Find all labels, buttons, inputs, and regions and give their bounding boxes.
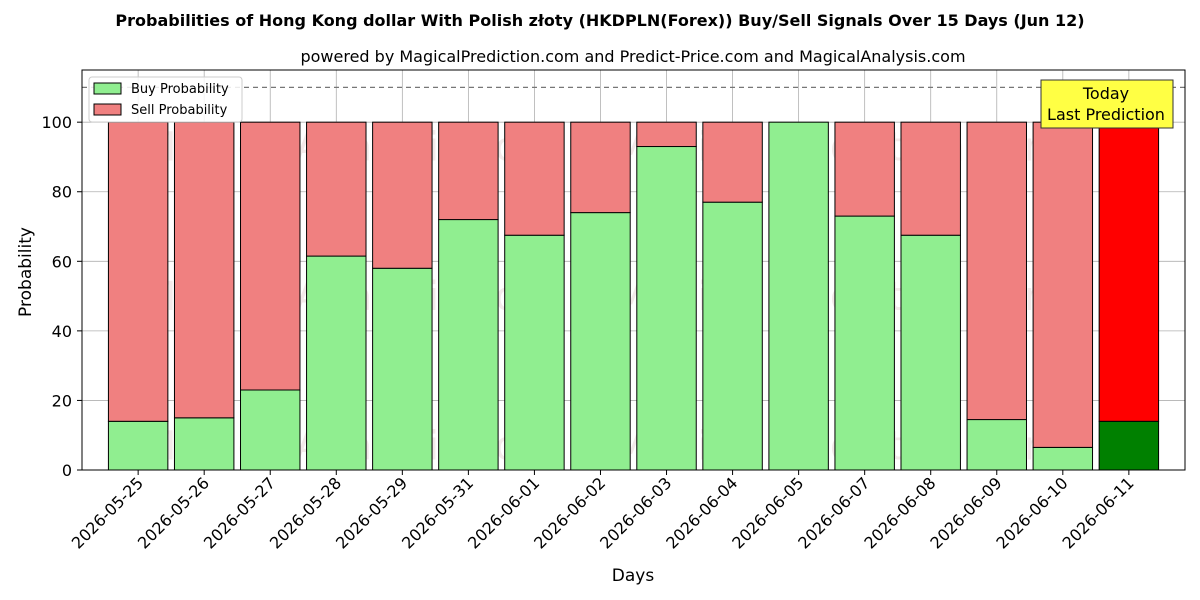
buy-bar — [1032, 446, 1094, 471]
legend-swatch-buy — [93, 82, 122, 95]
buy-bar — [438, 219, 499, 471]
sell-bar — [636, 121, 697, 148]
legend-label-sell: Sell Probability — [131, 103, 228, 118]
buy-bar — [834, 215, 895, 471]
annotation-text-today: Today — [1082, 84, 1129, 103]
today-annotation: Today Last Prediction — [1040, 79, 1174, 129]
buy-bar — [636, 146, 697, 471]
sell-bar — [306, 121, 367, 257]
y-tick-label: 80 — [52, 183, 72, 202]
sell-bar — [1032, 121, 1094, 448]
buy-bar — [107, 420, 169, 471]
legend-swatch-sell — [93, 103, 122, 116]
x-tick-label: 2026-06-11 — [1059, 473, 1138, 552]
x-axis-label: Days — [612, 566, 655, 586]
sell-bar — [570, 121, 631, 214]
y-tick-label: 20 — [52, 391, 72, 410]
buy-bar — [306, 255, 367, 471]
sell-bar — [107, 121, 169, 422]
sell-bar — [900, 121, 961, 236]
y-tick-label: 0 — [62, 461, 72, 480]
plot-frame — [81, 69, 1186, 471]
buy-bar — [702, 201, 763, 471]
buy-bar — [240, 389, 301, 471]
buy-bar — [372, 267, 433, 471]
legend-box — [88, 76, 243, 123]
buy-bar — [900, 234, 961, 471]
sell-bar — [173, 121, 235, 419]
plot-area: MagicalAnalysis.comMagicalPrediction.com… — [41, 69, 1186, 553]
buy-bar — [173, 417, 235, 471]
buy-bar — [966, 419, 1027, 471]
y-axis-label: Probability — [16, 227, 36, 317]
buy-bar — [570, 212, 631, 471]
y-tick-label: 40 — [52, 322, 72, 341]
sell-bar — [966, 121, 1027, 421]
chart-subtitle: powered by MagicalPrediction.com and Pre… — [300, 47, 965, 66]
sell-bar — [240, 121, 301, 391]
legend: Buy Probability Sell Probability — [88, 76, 243, 123]
buy-bar — [1098, 420, 1160, 471]
chart-title: Probabilities of Hong Kong dollar With P… — [115, 11, 1084, 30]
sell-bar — [504, 121, 565, 236]
y-tick-label: 60 — [52, 252, 72, 271]
sell-bar — [702, 121, 763, 203]
legend-label-buy: Buy Probability — [131, 82, 229, 97]
buy-bar — [768, 121, 829, 471]
buy-bar — [504, 234, 565, 471]
annotation-text-last-prediction: Last Prediction — [1047, 105, 1165, 124]
y-tick-label: 100 — [41, 113, 72, 132]
sell-bar — [1098, 121, 1160, 422]
annotation-box — [1040, 79, 1174, 129]
sell-bar — [372, 121, 433, 269]
sell-bar — [834, 121, 895, 217]
sell-bar — [438, 121, 499, 221]
